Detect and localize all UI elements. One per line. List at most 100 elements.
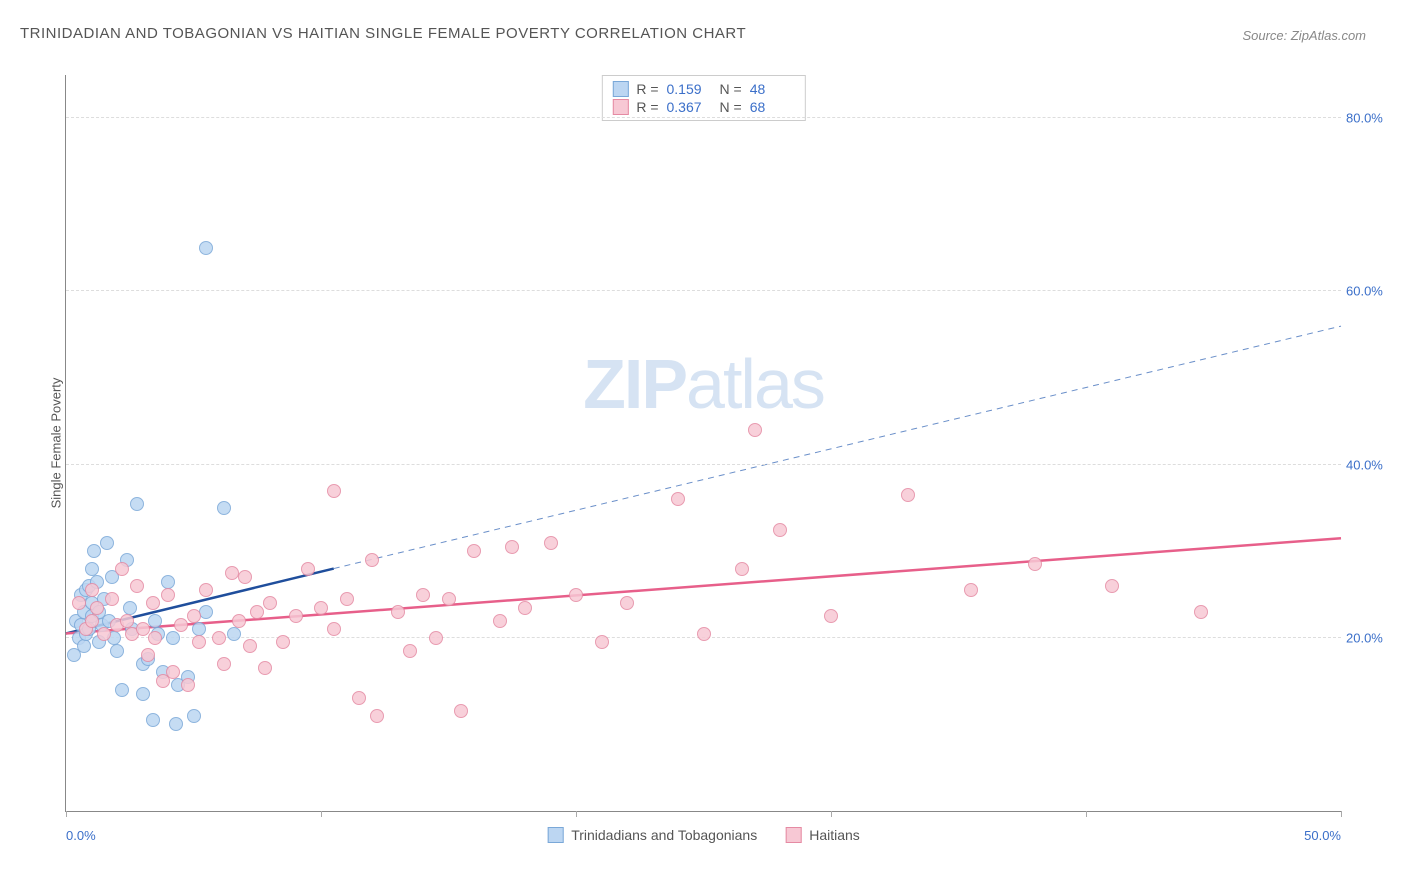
scatter-point <box>72 596 86 610</box>
scatter-point <box>217 657 231 671</box>
scatter-point <box>391 605 405 619</box>
correlation-stats-box: R = 0.159 N = 48 R = 0.367 N = 68 <box>601 75 805 121</box>
scatter-point <box>136 622 150 636</box>
scatter-point <box>518 601 532 615</box>
scatter-point <box>243 639 257 653</box>
scatter-point <box>773 523 787 537</box>
scatter-point <box>161 588 175 602</box>
scatter-point <box>824 609 838 623</box>
x-axis-min-label: 0.0% <box>66 828 96 843</box>
scatter-point <box>85 614 99 628</box>
scatter-point <box>169 717 183 731</box>
scatter-point <box>123 601 137 615</box>
chart-container: TRINIDADIAN AND TOBAGONIAN VS HAITIAN SI… <box>20 20 1386 872</box>
scatter-point <box>238 570 252 584</box>
scatter-point <box>146 713 160 727</box>
x-tick <box>831 811 832 817</box>
scatter-point <box>442 592 456 606</box>
scatter-point <box>97 627 111 641</box>
scatter-point <box>505 540 519 554</box>
scatter-point <box>1105 579 1119 593</box>
trend-lines-svg <box>66 75 1341 811</box>
scatter-point <box>87 544 101 558</box>
x-tick <box>321 811 322 817</box>
scatter-point <box>115 683 129 697</box>
y-tick-label: 80.0% <box>1346 111 1383 126</box>
scatter-point <box>181 678 195 692</box>
source-attribution: Source: ZipAtlas.com <box>1242 28 1366 43</box>
scatter-point <box>77 639 91 653</box>
scatter-point <box>1028 557 1042 571</box>
scatter-point <box>136 687 150 701</box>
scatter-point <box>454 704 468 718</box>
scatter-point <box>85 583 99 597</box>
x-tick <box>576 811 577 817</box>
scatter-point <box>620 596 634 610</box>
chart-title: TRINIDADIAN AND TOBAGONIAN VS HAITIAN SI… <box>20 25 746 42</box>
scatter-point <box>166 665 180 679</box>
scatter-point <box>174 618 188 632</box>
gridline-h <box>66 464 1341 465</box>
scatter-point <box>141 648 155 662</box>
stats-row-series2: R = 0.367 N = 68 <box>612 98 794 116</box>
x-tick <box>1341 811 1342 817</box>
scatter-point <box>148 631 162 645</box>
scatter-point <box>352 691 366 705</box>
scatter-point <box>544 536 558 550</box>
scatter-point <box>85 562 99 576</box>
x-axis-max-label: 50.0% <box>1304 828 1341 843</box>
scatter-point <box>595 635 609 649</box>
x-tick <box>66 811 67 817</box>
y-tick-label: 20.0% <box>1346 630 1383 645</box>
scatter-point <box>217 501 231 515</box>
scatter-point <box>258 661 272 675</box>
scatter-point <box>1194 605 1208 619</box>
stats-row-series1: R = 0.159 N = 48 <box>612 80 794 98</box>
legend-item-series2: Haitians <box>785 827 860 843</box>
scatter-point <box>748 423 762 437</box>
scatter-point <box>901 488 915 502</box>
scatter-point <box>250 605 264 619</box>
scatter-point <box>161 575 175 589</box>
scatter-point <box>192 622 206 636</box>
swatch-series2 <box>612 99 628 115</box>
scatter-point <box>671 492 685 506</box>
scatter-point <box>301 562 315 576</box>
scatter-point <box>327 622 341 636</box>
scatter-point <box>120 614 134 628</box>
plot-area: Single Female Poverty ZIPatlas R = 0.159… <box>65 75 1341 812</box>
y-tick-label: 40.0% <box>1346 457 1383 472</box>
legend-swatch-series1 <box>547 827 563 843</box>
gridline-h <box>66 117 1341 118</box>
scatter-point <box>493 614 507 628</box>
scatter-point <box>365 553 379 567</box>
scatter-point <box>90 601 104 615</box>
scatter-point <box>429 631 443 645</box>
scatter-point <box>314 601 328 615</box>
scatter-point <box>964 583 978 597</box>
scatter-point <box>340 592 354 606</box>
legend-item-series1: Trinidadians and Tobagonians <box>547 827 757 843</box>
scatter-point <box>100 536 114 550</box>
swatch-series1 <box>612 81 628 97</box>
bottom-legend: Trinidadians and Tobagonians Haitians <box>547 827 860 843</box>
scatter-point <box>148 614 162 628</box>
y-axis-label: Single Female Poverty <box>49 378 64 509</box>
scatter-point <box>227 627 241 641</box>
scatter-point <box>199 605 213 619</box>
scatter-point <box>146 596 160 610</box>
scatter-point <box>130 497 144 511</box>
scatter-point <box>232 614 246 628</box>
scatter-point <box>327 484 341 498</box>
scatter-point <box>110 644 124 658</box>
scatter-point <box>130 579 144 593</box>
scatter-point <box>403 644 417 658</box>
scatter-point <box>289 609 303 623</box>
scatter-point <box>276 635 290 649</box>
scatter-point <box>166 631 180 645</box>
scatter-point <box>697 627 711 641</box>
scatter-point <box>187 709 201 723</box>
scatter-point <box>735 562 749 576</box>
scatter-point <box>115 562 129 576</box>
y-tick-label: 60.0% <box>1346 284 1383 299</box>
